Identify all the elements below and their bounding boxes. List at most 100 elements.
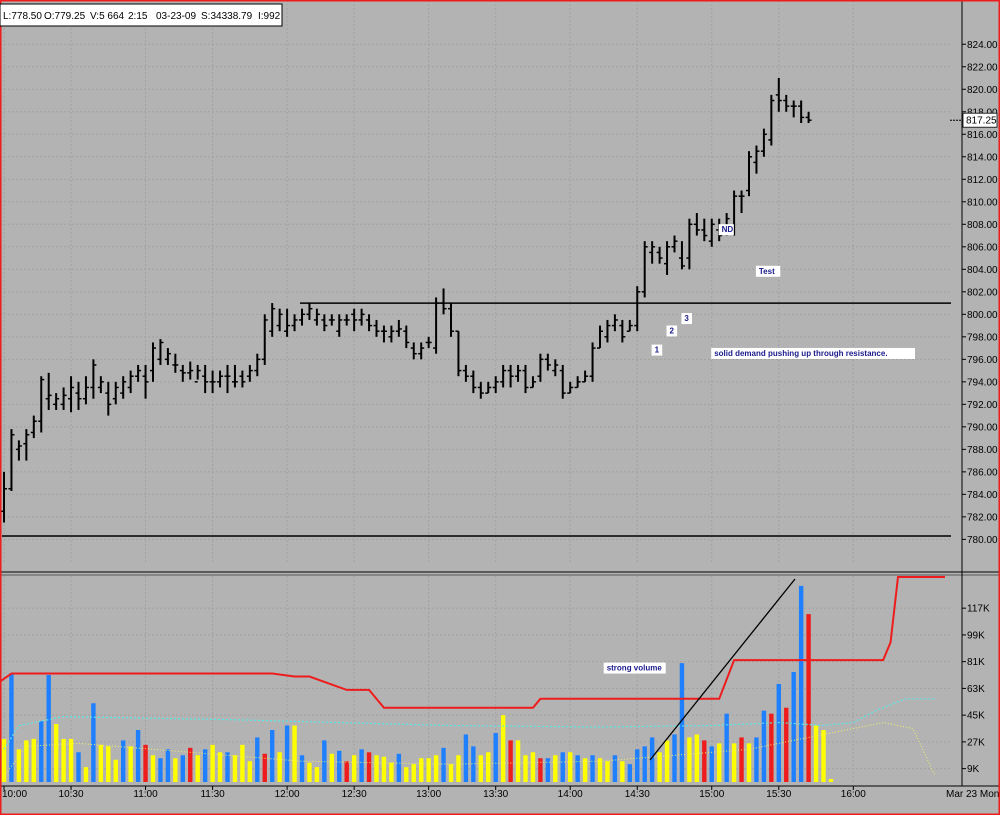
annotation-label: solid demand pushing up through resistan… [714,349,887,358]
volume-bar [232,755,238,782]
ohlc-bar [604,319,611,343]
volume-annotation-box [603,662,666,674]
ohlc-bar [641,241,648,298]
volume-tick-label: 63K [967,684,985,695]
volume-bar [717,743,722,782]
ohlc-bar [187,361,194,380]
ohlc-bar [544,353,551,371]
price-tick-label: 818.00 [967,107,998,118]
ohlc-bar [45,372,52,410]
ohlc-bar [537,353,544,382]
ohlc-bar [626,319,633,332]
ohlc-bar [336,314,343,337]
ohlc-bar [276,308,283,332]
volume-bar [143,744,148,782]
price-tick-label: 794.00 [967,377,998,388]
volume-bar [776,683,781,782]
volume-bar [404,767,409,782]
time-tick-label: 13:30 [483,789,508,800]
price-bars [1,78,812,523]
volume-bar [83,767,89,782]
volume-bar [68,738,74,782]
volume-bar [694,734,700,782]
volume-bar [784,707,789,782]
ohlc-bar [172,353,179,373]
price-tick-label: 802.00 [967,287,998,298]
volume-bar [46,675,51,782]
volume-bar [39,721,44,782]
ohlc-bar [395,319,402,337]
volume-bar [314,767,320,782]
price-tick-label: 812.00 [967,175,998,186]
ohlc-bar [693,213,700,236]
annotation-box [666,325,678,337]
volume-bar [262,753,267,782]
volume-bar [180,755,185,782]
annotation-box [755,265,781,277]
annotation-label: 2 [670,326,675,335]
ohlc-bar [753,145,760,174]
volume-bar [612,755,618,782]
ohlc-bar [246,364,253,382]
time-tick-label: 11:00 [133,789,158,800]
ohlc-bar [455,330,462,377]
volume-bar [322,740,327,782]
ohlc-bar [582,370,589,383]
price-tick-label: 780.00 [967,535,998,546]
ohlc-bar [619,319,626,343]
volume-bar [433,755,439,782]
ohlc-bar [38,376,45,433]
ohlc-bar [515,364,522,382]
price-tick-label: 814.00 [967,152,998,163]
header-sum: S:34338.79 [201,11,253,22]
volume-bar [91,703,96,782]
ohlc-bar [164,348,171,365]
ohlc-bar [313,308,320,326]
volume-bar [709,746,714,782]
time-tick-label: 11:30 [200,789,225,800]
time-tick-label: 10:30 [59,789,84,800]
volume-bar [486,752,491,782]
price-tick-label: 822.00 [967,62,998,73]
ohlc-bar [574,376,581,389]
ohlc-bar [656,246,663,264]
price-tick-label: 820.00 [967,85,998,96]
ohlc-bar [30,415,37,439]
volume-bar [396,753,402,782]
ohlc-bar [284,308,291,337]
price-tick-label: 784.00 [967,490,998,501]
ohlc-bar [522,364,529,394]
price-tick-label: 816.00 [967,130,998,141]
volume-bar [1,738,7,782]
ohlc-bar [805,111,812,124]
ohlc-bar [157,339,164,365]
ohlc-bar [127,370,134,394]
volume-bar [284,725,290,782]
ohlc-bar [112,381,119,405]
horizontal-lines [2,302,951,537]
ohlc-bar [224,364,231,394]
volume-bar [441,747,446,782]
ohlc-bar [261,314,268,365]
volume-bar [642,746,647,782]
ohlc-bar [202,364,209,394]
volume-bar [493,732,498,782]
ohlc-bar [425,336,432,349]
volume-bar [463,734,469,782]
ohlc-bar [798,100,805,124]
ohlc-bar [589,342,596,382]
price-tick-label: 800.00 [967,310,998,321]
volume-bar [761,710,767,782]
volume-lines [0,575,945,777]
ohlc-bar [634,286,641,332]
volume-bar [448,764,454,782]
volume-bar [731,743,737,782]
volume-bar [649,737,655,782]
ohlc-bar [351,308,358,332]
annotation-label: 1 [655,346,660,355]
price-tick-label: 786.00 [967,467,998,478]
volume-bar [128,746,133,782]
ohlc-bar [529,376,536,389]
